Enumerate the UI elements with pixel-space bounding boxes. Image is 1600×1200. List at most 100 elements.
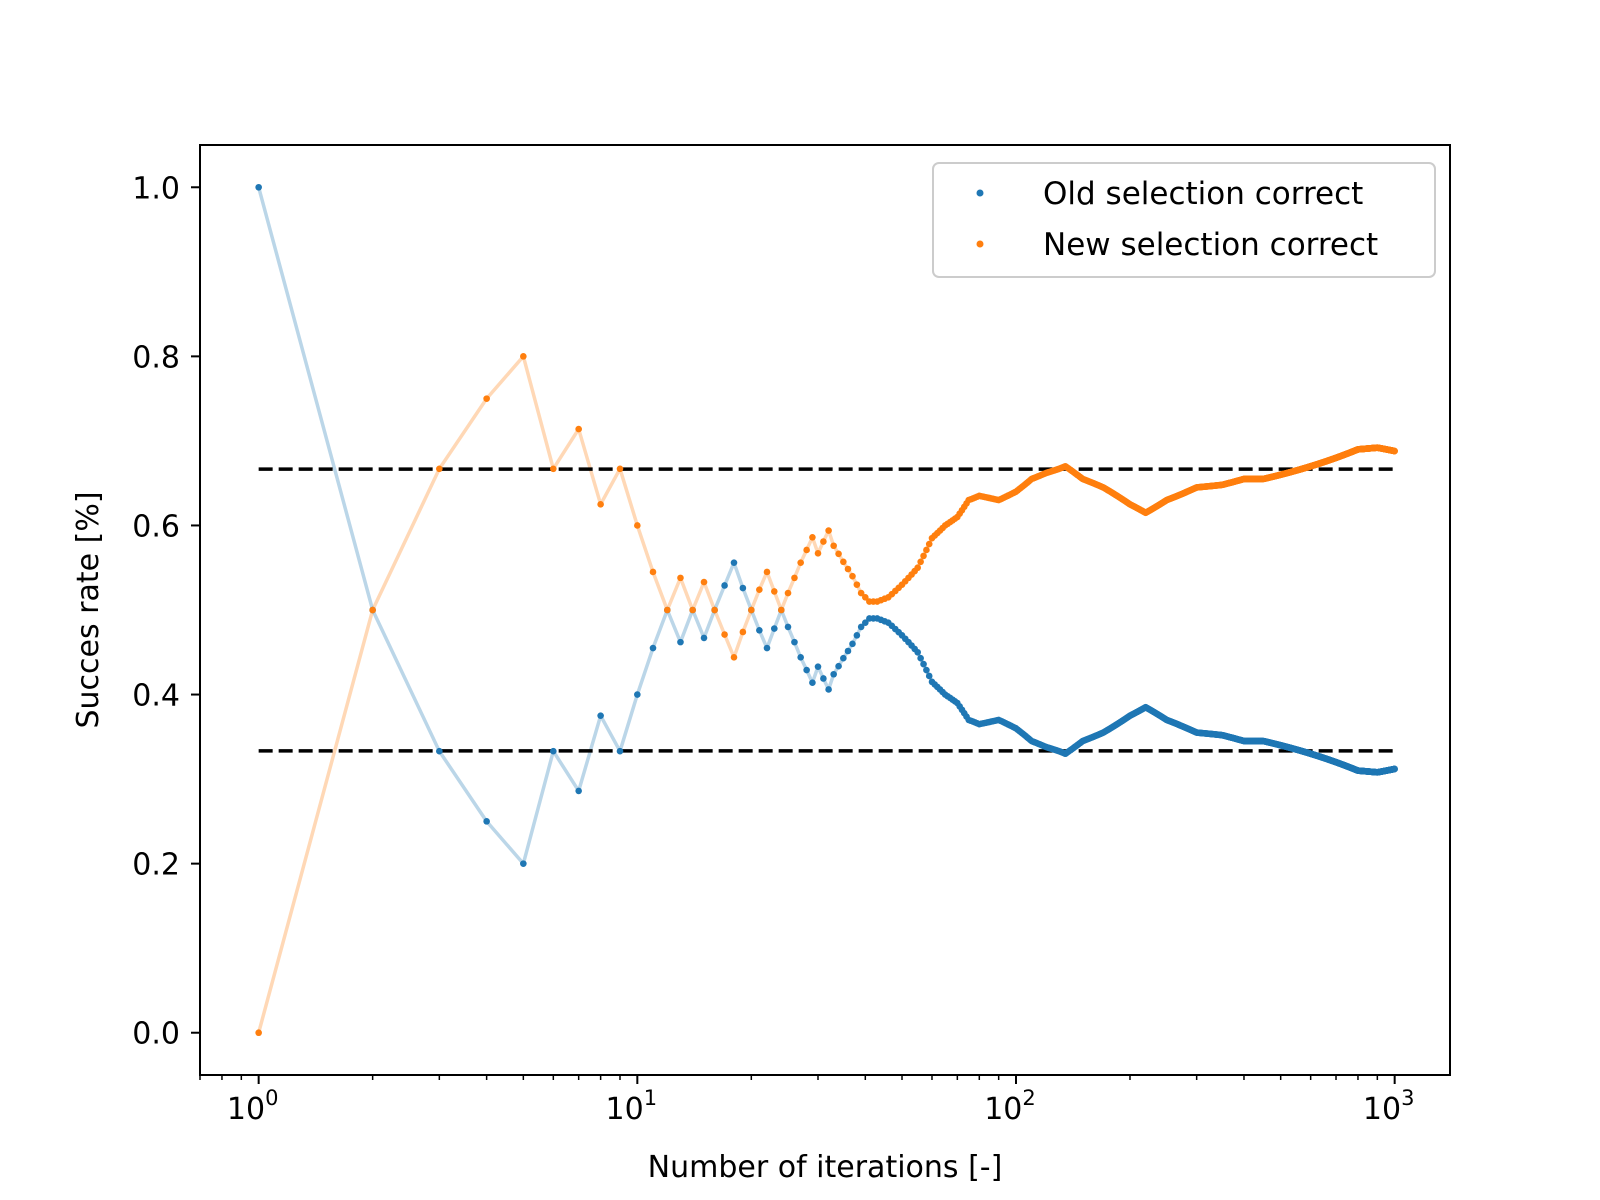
data-point-0 [830, 670, 837, 678]
data-point-1 [840, 558, 847, 566]
y-tick-label: 0.8 [132, 340, 180, 375]
data-point-1 [763, 568, 771, 576]
data-point-1 [1391, 447, 1398, 455]
data-point-0 [925, 672, 933, 680]
data-point-1 [520, 353, 527, 360]
legend-marker-old [976, 189, 984, 197]
series-lines [256, 186, 1396, 1034]
legend-marker-new [976, 240, 984, 248]
data-point-1 [797, 559, 804, 566]
data-point-0 [1391, 765, 1398, 773]
data-point-0 [835, 662, 842, 670]
x-axis: 100 101 102 103 [199, 1075, 1415, 1127]
data-point-1 [803, 546, 810, 554]
data-point-1 [778, 606, 785, 614]
data-point-0 [784, 623, 792, 631]
series-line-0 [256, 186, 1396, 866]
data-point-1 [255, 1029, 262, 1037]
data-point-1 [857, 589, 865, 597]
data-point-0 [923, 666, 930, 674]
y-tick-label: 0.2 [132, 848, 180, 883]
data-point-0 [634, 691, 641, 698]
data-point-0 [575, 787, 582, 795]
data-point-1 [914, 564, 921, 572]
data-point-1 [436, 465, 443, 473]
x-tick-label: 102 [984, 1086, 1036, 1127]
data-point-1 [616, 465, 624, 473]
data-point-0 [791, 638, 798, 646]
y-tick-label: 0.0 [132, 1017, 180, 1052]
data-point-0 [820, 675, 827, 682]
data-point-0 [649, 644, 657, 652]
data-point-0 [721, 582, 728, 589]
data-point-1 [791, 574, 798, 582]
data-point-1 [809, 533, 816, 541]
data-point-1 [721, 631, 728, 638]
data-point-1 [649, 568, 657, 576]
data-point-0 [849, 640, 856, 648]
data-point-0 [853, 632, 861, 639]
y-tick-label: 1.0 [132, 171, 180, 206]
data-point-1 [925, 540, 933, 548]
data-point-0 [739, 584, 747, 592]
reference-lines [258, 467, 1395, 753]
data-point-1 [483, 395, 490, 402]
y-tick-label: 0.6 [132, 509, 180, 544]
data-point-1 [575, 425, 582, 433]
data-point-1 [748, 606, 755, 614]
data-point-1 [689, 606, 696, 614]
legend-label-new: New selection correct [1043, 227, 1378, 263]
data-point-0 [616, 747, 624, 755]
data-point-1 [711, 606, 718, 614]
data-point-0 [763, 644, 771, 652]
data-point-0 [862, 619, 869, 626]
data-point-0 [677, 638, 684, 646]
data-point-0 [844, 647, 852, 655]
data-point-1 [550, 465, 557, 473]
data-point-0 [857, 623, 865, 631]
data-point-0 [809, 679, 816, 687]
data-point-1 [597, 501, 604, 508]
data-point-1 [923, 546, 930, 554]
data-point-0 [914, 648, 921, 656]
data-point-0 [840, 654, 847, 662]
data-point-0 [825, 686, 832, 693]
x-tick-label: 101 [606, 1086, 658, 1127]
data-point-1 [664, 606, 671, 614]
data-point-1 [862, 594, 869, 601]
data-point-1 [844, 565, 852, 573]
data-point-0 [436, 747, 443, 755]
data-point-1 [730, 654, 738, 661]
x-tick-label: 103 [1363, 1086, 1415, 1127]
data-point-1 [849, 572, 856, 580]
legend-box [932, 162, 1436, 278]
data-point-1 [814, 550, 822, 557]
data-point-1 [917, 558, 924, 566]
data-point-0 [917, 654, 924, 662]
data-point-0 [803, 666, 810, 674]
data-point-1 [830, 542, 837, 550]
data-point-1 [920, 552, 927, 560]
data-point-1 [853, 581, 861, 588]
legend-label-old: Old selection correct [1043, 176, 1363, 212]
y-tick-label: 0.4 [132, 679, 180, 714]
series-points [255, 183, 1398, 1037]
data-point-0 [550, 747, 557, 755]
data-point-1 [634, 522, 641, 529]
data-point-0 [814, 663, 822, 670]
data-point-1 [677, 574, 684, 582]
data-point-0 [920, 660, 927, 668]
data-point-1 [835, 550, 842, 558]
data-point-1 [739, 628, 747, 636]
plot-frame [199, 144, 1451, 1076]
data-point-0 [771, 625, 778, 632]
series-line-1 [256, 354, 1396, 1034]
data-point-0 [255, 183, 262, 191]
data-point-0 [756, 626, 763, 634]
data-point-0 [520, 860, 527, 867]
data-point-1 [825, 527, 832, 534]
data-point-0 [730, 559, 738, 566]
data-point-1 [756, 586, 763, 594]
data-point-0 [797, 654, 804, 661]
